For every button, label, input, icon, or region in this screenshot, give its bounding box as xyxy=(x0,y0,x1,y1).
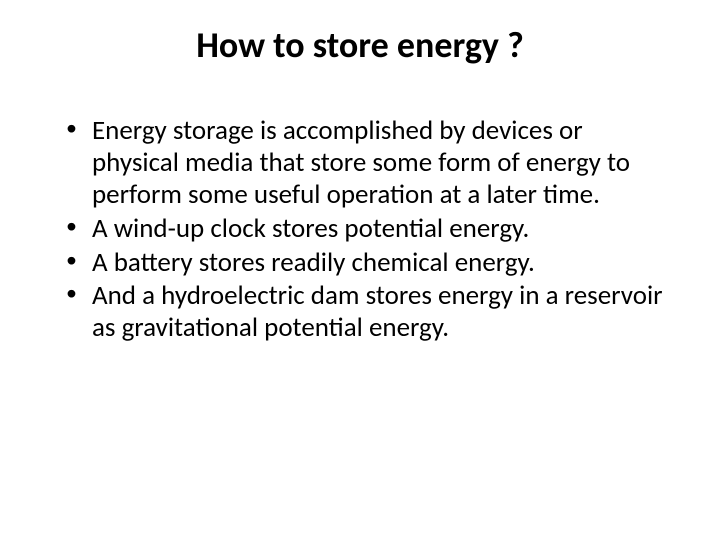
bullet-item: Energy storage is accomplished by device… xyxy=(66,115,672,211)
bullet-item: A wind-up clock stores potential energy. xyxy=(66,213,672,245)
bullet-item: And a hydroelectric dam stores energy in… xyxy=(66,280,672,344)
bullet-item: A battery stores readily chemical energy… xyxy=(66,247,672,279)
slide-title: How to store energy ? xyxy=(48,24,672,67)
bullet-list: Energy storage is accomplished by device… xyxy=(48,115,672,344)
slide-container: How to store energy ? Energy storage is … xyxy=(0,0,720,540)
